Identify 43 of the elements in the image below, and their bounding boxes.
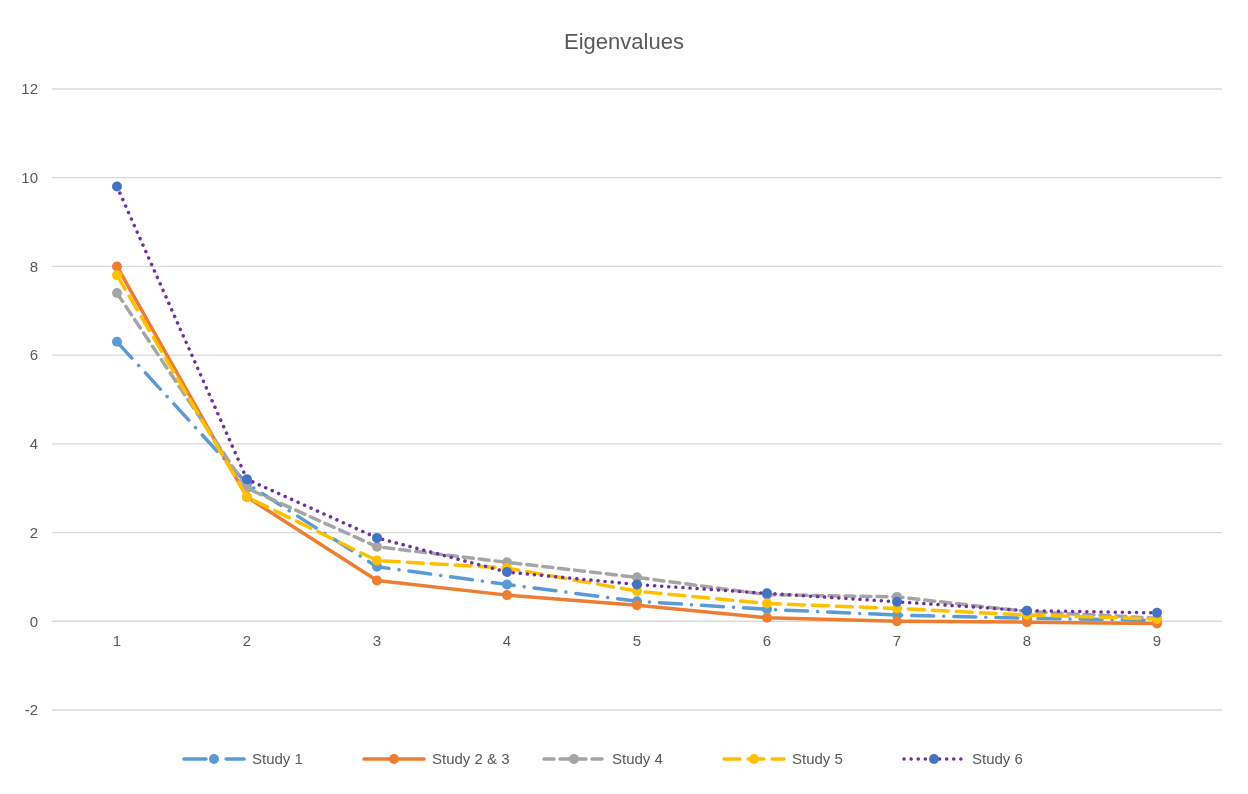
x-tick-label: 6 bbox=[762, 632, 772, 650]
x-tick-label: 8 bbox=[1022, 632, 1032, 650]
point bbox=[372, 541, 382, 552]
y-tick-label: 2 bbox=[29, 523, 38, 541]
legend-label: Study 2 & 3 bbox=[432, 750, 510, 768]
point bbox=[112, 261, 122, 272]
y-tick-label: 0 bbox=[29, 612, 38, 630]
point bbox=[112, 270, 122, 281]
legend-label: Study 5 bbox=[792, 750, 843, 768]
y-tick-label: 10 bbox=[21, 168, 38, 186]
legend-label: Study 6 bbox=[972, 750, 1023, 768]
y-tick-label: -2 bbox=[24, 701, 38, 719]
point bbox=[502, 579, 512, 590]
y-tick-label: 12 bbox=[21, 80, 38, 98]
legend-label: Study 4 bbox=[612, 750, 663, 768]
x-tick-label: 2 bbox=[242, 632, 252, 650]
point bbox=[1152, 607, 1162, 618]
y-tick-label: 4 bbox=[29, 435, 38, 453]
legend-label: Study 1 bbox=[252, 750, 303, 768]
point bbox=[372, 575, 382, 586]
point bbox=[242, 474, 252, 485]
point bbox=[892, 596, 902, 607]
x-tick-label: 9 bbox=[1152, 632, 1162, 650]
point bbox=[762, 598, 772, 609]
point bbox=[632, 579, 642, 590]
point bbox=[112, 288, 122, 299]
x-tick-label: 5 bbox=[632, 632, 642, 650]
x-tick-label: 1 bbox=[112, 632, 122, 650]
point bbox=[112, 336, 122, 347]
point bbox=[632, 600, 642, 611]
point bbox=[372, 555, 382, 566]
x-tick-label: 7 bbox=[892, 632, 902, 650]
point bbox=[372, 532, 382, 543]
point bbox=[892, 616, 902, 627]
x-tick-label: 3 bbox=[372, 632, 382, 650]
chart-title: Eigenvalues bbox=[564, 29, 684, 54]
point bbox=[502, 567, 512, 578]
point bbox=[112, 181, 122, 192]
point bbox=[762, 612, 772, 623]
point bbox=[502, 590, 512, 601]
y-tick-label: 8 bbox=[29, 257, 38, 275]
y-tick-label: 6 bbox=[29, 346, 38, 364]
x-tick-label: 4 bbox=[502, 632, 512, 650]
